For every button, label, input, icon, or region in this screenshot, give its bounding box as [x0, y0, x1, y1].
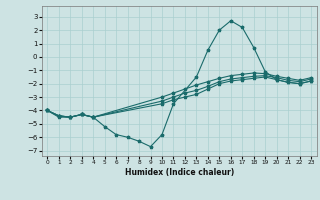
X-axis label: Humidex (Indice chaleur): Humidex (Indice chaleur) — [124, 168, 234, 177]
